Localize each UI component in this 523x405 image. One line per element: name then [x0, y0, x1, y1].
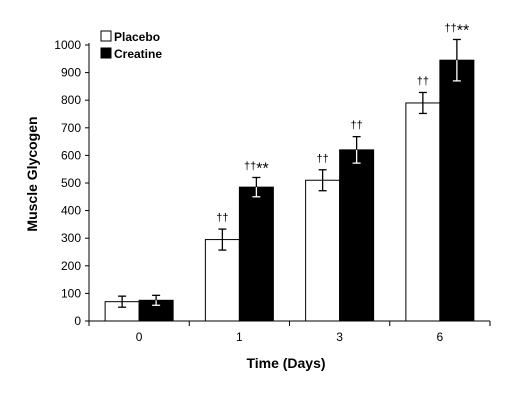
significance-annotation: ††** — [244, 160, 269, 177]
dagger-marks: †† — [445, 22, 457, 34]
dagger-marks: †† — [244, 160, 256, 172]
dagger-marks: †† — [216, 212, 228, 224]
y-tick-label: 700 — [61, 121, 81, 135]
y-tick-label: 800 — [61, 93, 81, 107]
star-marks: ** — [457, 22, 469, 39]
dagger-marks: †† — [417, 75, 429, 87]
x-tick-label: 1 — [236, 330, 243, 344]
y-tick-label: 1000 — [54, 38, 81, 52]
bar-placebo-3 — [305, 179, 341, 322]
dagger-marks: †† — [317, 153, 329, 165]
x-tick-label: 3 — [336, 330, 343, 344]
significance-annotation: †† — [317, 153, 329, 165]
significance-annotation: ††** — [445, 22, 470, 39]
x-tick-label: 6 — [437, 330, 444, 344]
bar-creatine-3 — [339, 149, 375, 322]
y-tick-label: 200 — [61, 259, 81, 273]
bar-placebo-1 — [204, 239, 240, 322]
y-tick-label: 300 — [61, 231, 81, 245]
star-marks: ** — [256, 160, 268, 177]
legend-swatch-creatine — [100, 47, 112, 59]
legend-label-creatine: Creatine — [114, 47, 162, 61]
y-tick-label: 100 — [61, 286, 81, 300]
significance-annotation: †† — [417, 75, 429, 87]
y-tick-label: 400 — [61, 204, 81, 218]
bar-creatine-6 — [439, 59, 475, 322]
x-tick-label: 0 — [136, 330, 143, 344]
significance-annotation: †† — [216, 212, 228, 224]
dagger-marks: †† — [351, 120, 363, 132]
y-tick-label: 500 — [61, 176, 81, 190]
bar-creatine-1 — [238, 186, 274, 322]
y-tick-label: 900 — [61, 66, 81, 80]
y-tick-label: 0 — [74, 314, 81, 328]
legend-label-placebo: Placebo — [114, 30, 160, 44]
y-axis-title: Muscle Glycogen — [24, 116, 40, 231]
legend-swatch-placebo — [100, 30, 112, 42]
bar-placebo-6 — [405, 102, 441, 322]
y-tick-label: 600 — [61, 148, 81, 162]
significance-annotation: †† — [351, 120, 363, 132]
x-axis-title: Time (Days) — [246, 355, 325, 371]
